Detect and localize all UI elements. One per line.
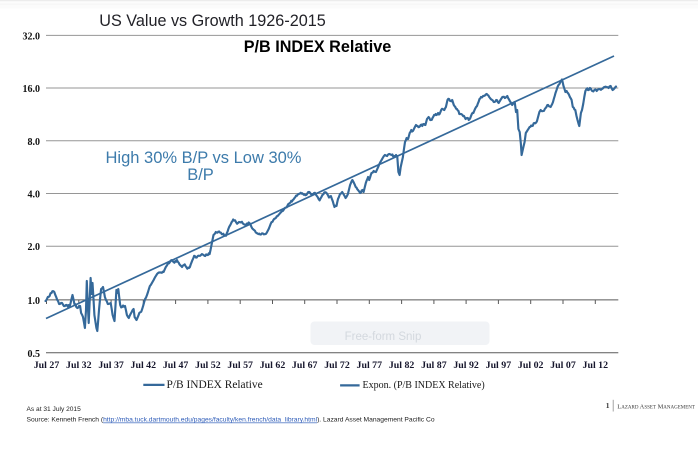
svg-text:P/B INDEX Relative: P/B INDEX Relative [244,38,392,56]
svg-text:Jul 82: Jul 82 [389,360,415,371]
svg-text:8.0: 8.0 [28,137,41,148]
svg-text:Jul 42: Jul 42 [131,360,157,371]
svg-text:Jul 62: Jul 62 [260,360,286,371]
svg-text:US Value vs Growth 1926-2015: US Value vs Growth 1926-2015 [99,12,325,30]
svg-text:Jul 67: Jul 67 [292,360,318,371]
svg-text:B/P: B/P [187,166,214,184]
svg-text:Jul 57: Jul 57 [227,360,253,371]
svg-text:1: 1 [606,401,610,410]
svg-text:2.0: 2.0 [28,242,41,253]
svg-text:0.5: 0.5 [28,349,41,360]
svg-text:Jul 27: Jul 27 [34,360,60,371]
svg-text:As at 31 July 2015: As at 31 July 2015 [27,406,82,413]
svg-text:P/B INDEX Relative: P/B INDEX Relative [167,379,263,391]
svg-text:Source: Kenneth French (http:/: Source: Kenneth French (http://mba.tuck.… [27,417,435,424]
svg-text:Jul 92: Jul 92 [453,360,479,371]
svg-text:LAZARD ASSET MANAGEMENT: LAZARD ASSET MANAGEMENT [617,404,695,411]
svg-text:Jul 52: Jul 52 [195,360,221,371]
svg-text:Jul 37: Jul 37 [98,360,124,371]
svg-text:Expon. (P/B INDEX Relative): Expon. (P/B INDEX Relative) [363,380,485,391]
svg-text:4.0: 4.0 [28,190,41,201]
svg-text:Jul 32: Jul 32 [66,360,92,371]
svg-text:1.0: 1.0 [28,296,41,307]
svg-text:Jul 47: Jul 47 [163,360,189,371]
svg-text:Jul 07: Jul 07 [550,360,576,371]
svg-text:Jul 97: Jul 97 [486,360,512,371]
svg-text:Jul 02: Jul 02 [518,360,544,371]
svg-text:High 30% B/P vs Low 30%: High 30% B/P vs Low 30% [106,149,302,167]
svg-text:16.0: 16.0 [23,84,41,95]
svg-text:Free-form Snip: Free-form Snip [345,331,422,343]
svg-text:32.0: 32.0 [23,31,41,42]
svg-text:Jul 77: Jul 77 [357,360,383,371]
svg-text:Jul 72: Jul 72 [324,360,350,371]
svg-text:Jul 87: Jul 87 [421,360,447,371]
svg-text:Jul 12: Jul 12 [583,360,609,371]
